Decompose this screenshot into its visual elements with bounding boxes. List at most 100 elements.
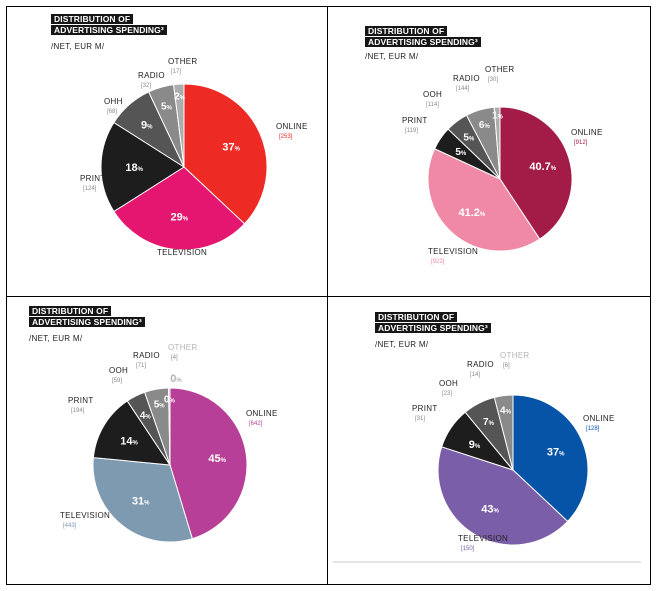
pie-slice-television <box>437 446 569 546</box>
slice-percent-ooh: 7% <box>483 417 495 428</box>
slice-label-ooh: OOH <box>109 366 128 375</box>
pie-slice-television <box>92 457 193 543</box>
slice-percent-radio: 4% <box>500 405 512 416</box>
pie-chart: 40.7% ONLINE [912] 41.2% TELEVISION [922] 5% PR… <box>402 65 603 265</box>
slice-label-radio: RADIO <box>453 74 480 83</box>
pie-slice-radio <box>493 394 514 471</box>
pie-slice-print <box>92 400 172 466</box>
chart-title-line-2: ADVERTISING SPENDING³ <box>375 323 491 333</box>
slice-percent-radio: 5% <box>154 399 166 410</box>
slice-value-print: [119] <box>405 128 418 134</box>
slice-label-other: OTHER <box>485 65 515 74</box>
slice-percent-online: 37% <box>222 142 240 154</box>
slice-value-ooh: [23] <box>442 391 452 397</box>
pie-slice-other <box>173 83 185 168</box>
slice-value-print: [194] <box>71 408 85 414</box>
image-frame <box>6 6 651 585</box>
pie-chart: 37% ONLINE [253] 29% TELEVISION 18% PRINT [124]… <box>80 57 308 257</box>
slice-label-radio: RADIO <box>133 351 160 360</box>
chart-title-line-2: ADVERTISING SPENDING³ <box>365 37 481 47</box>
slice-percent-ooh: 5% <box>463 133 475 144</box>
baseline-shadow <box>333 561 641 563</box>
slice-percent-ooh: 4% <box>140 410 152 421</box>
slice-label-radio: RADIO <box>138 71 165 80</box>
pie-slice-television <box>113 166 246 251</box>
slice-label-other: OTHER <box>500 351 530 360</box>
slice-value-radio: [32] <box>141 83 151 89</box>
chart-subtitle: /NET, EUR M/ <box>51 42 105 51</box>
vertical-divider <box>327 6 328 585</box>
chart-title-line-2: ADVERTISING SPENDING³ <box>51 25 167 35</box>
pie-slice-online <box>512 394 589 523</box>
slice-label-television: TELEVISION <box>157 248 207 257</box>
slice-value-online: [912] <box>574 140 588 146</box>
slice-percent-ohh: 9% <box>141 120 153 132</box>
slice-label-print: PRINT <box>402 116 428 125</box>
chart-panel-3: DISTRIBUTION OF ADVERTISING SPENDING³/NET… <box>8 298 328 586</box>
slice-label-television: TELEVISION <box>458 534 508 543</box>
slice-percent-print: 14% <box>120 435 138 447</box>
slice-label-television: TELEVISION <box>428 247 478 256</box>
pie-slice-television <box>427 148 541 252</box>
slice-label-print: PRINT <box>80 174 106 183</box>
slice-value-television: [922] <box>431 259 445 265</box>
slice-percent-other: 0% <box>170 373 182 385</box>
slice-value-television: [443] <box>63 523 77 529</box>
slice-label-online: ONLINE <box>571 128 603 137</box>
slice-percent-print: 9% <box>469 439 481 451</box>
chart-panel-4: DISTRIBUTION OF ADVERTISING SPENDING³/NET… <box>330 298 650 586</box>
chart-title-line-2: ADVERTISING SPENDING³ <box>29 317 145 327</box>
slice-percent-other: 1% <box>492 111 504 122</box>
pie-chart: 45% ONLINE [642] 31% TELEVISION [443] 14% PRINT… <box>60 343 278 543</box>
chart-title: DISTRIBUTION OF <box>51 14 134 24</box>
slice-label-ooh: OOH <box>423 90 442 99</box>
slice-percent-television: 31% <box>132 496 150 508</box>
slice-percent-television: 29% <box>171 212 189 224</box>
slice-value-radio: [71] <box>136 363 146 369</box>
chart-panel-2: DISTRIBUTION OF ADVERTISING SPENDING³/NET… <box>330 8 650 296</box>
slice-percent-other: 2% <box>174 92 186 103</box>
slice-value-print: [31] <box>415 416 425 422</box>
slice-value-other: [4] <box>171 355 178 361</box>
chart-subtitle: /NET, EUR M/ <box>375 340 429 349</box>
chart-panel-1: DISTRIBUTION OF ADVERTISING SPENDING³/NET… <box>8 8 328 296</box>
slice-percent-online: 37% <box>547 447 565 459</box>
chart-subtitle: /NET, EUR M/ <box>365 52 419 61</box>
slice-percent-television: 41.2% <box>458 207 485 219</box>
slice-value-online: [253] <box>279 134 293 140</box>
slice-value-other: [30] <box>488 77 498 83</box>
slice-percent-television: 43% <box>481 504 499 516</box>
chart-title: DISTRIBUTION OF <box>29 306 112 316</box>
slice-label-print: PRINT <box>412 404 438 413</box>
pie-chart: 37% ONLINE [128] 43% TELEVISION [150] 9% PRINT [… <box>412 351 615 552</box>
slice-label-other: OTHER <box>168 343 198 352</box>
horizontal-divider <box>6 296 651 297</box>
pie-slice-other <box>168 387 171 466</box>
pie-slice-online <box>183 83 268 225</box>
slice-label-online: ONLINE <box>276 122 308 131</box>
slice-percent-online: 45% <box>208 453 226 465</box>
slice-percent-print: 18% <box>125 162 143 174</box>
slice-value-other: [17] <box>171 69 181 75</box>
slice-value-ohh: [68] <box>107 109 117 115</box>
slice-value-online: [642] <box>249 421 263 427</box>
chart-title: DISTRIBUTION OF <box>375 312 458 322</box>
slice-label-print: PRINT <box>68 396 94 405</box>
slice-label-other: OTHER <box>168 57 198 66</box>
slice-label-online: ONLINE <box>583 414 615 423</box>
slice-value-other: [6] <box>503 363 510 369</box>
chart-title: DISTRIBUTION OF <box>365 26 448 36</box>
pie-slice-online <box>169 387 248 540</box>
pie-slice-print <box>100 121 185 213</box>
slice-value-print: [124] <box>83 186 97 192</box>
slice-label-ooh: OOH <box>439 379 458 388</box>
slice-value-radio: [14] <box>470 372 480 378</box>
chart-subtitle: /NET, EUR M/ <box>29 334 83 343</box>
slice-value-radio: [144] <box>456 86 470 92</box>
slice-value-television: [150] <box>461 546 475 552</box>
slice-percent-radio: 6% <box>479 120 491 131</box>
slice-label-radio: RADIO <box>467 360 494 369</box>
slice-label-online: ONLINE <box>246 409 278 418</box>
slice-label-television: TELEVISION <box>60 511 110 520</box>
slice-percent-other: 0% <box>164 395 176 406</box>
